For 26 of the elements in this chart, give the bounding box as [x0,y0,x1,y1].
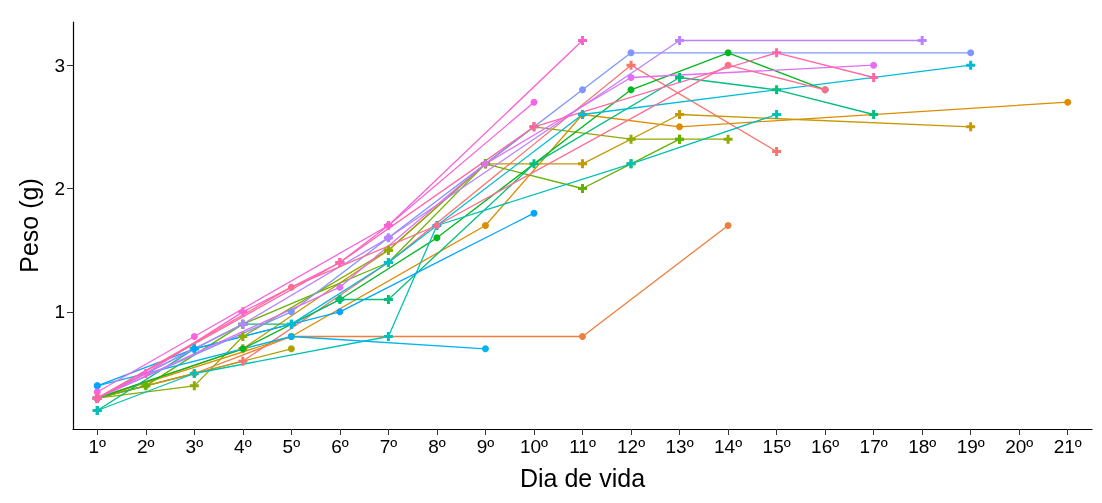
x-tick-label: 18º [908,436,937,457]
x-tick-label: 3º [185,436,204,457]
x-tick-label: 1º [88,436,107,457]
y-tick-label: 3 [54,54,65,76]
x-tick-label: 16º [811,436,840,457]
x-tick-label: 2º [137,436,155,457]
x-tick-label: 11º [569,436,596,457]
x-axis-title: Dia de vida [519,463,646,492]
x-tick-label: 7º [379,436,398,457]
x-tick-label: 12º [616,436,646,457]
x-tick-label: 14º [714,436,743,457]
x-tick-label: 21º [1053,436,1082,457]
x-tick-label: 4º [234,436,252,457]
x-tick-label: 17º [859,436,888,457]
x-tick-label: 15º [762,436,791,457]
y-axis-title: Peso (g) [14,178,43,273]
x-tick-label: 10º [519,436,549,457]
x-tick-label: 5º [282,436,301,457]
x-tick-label: 20º [1005,436,1034,457]
y-tick-label: 2 [54,178,65,199]
y-tick-label: 1 [54,301,65,323]
x-tick-label: 8º [428,436,446,457]
x-tick-label: 6º [331,436,349,457]
x-tick-label: 19º [956,436,985,457]
x-tick-label: 13º [665,436,694,457]
x-tick-label: 9º [476,436,495,457]
